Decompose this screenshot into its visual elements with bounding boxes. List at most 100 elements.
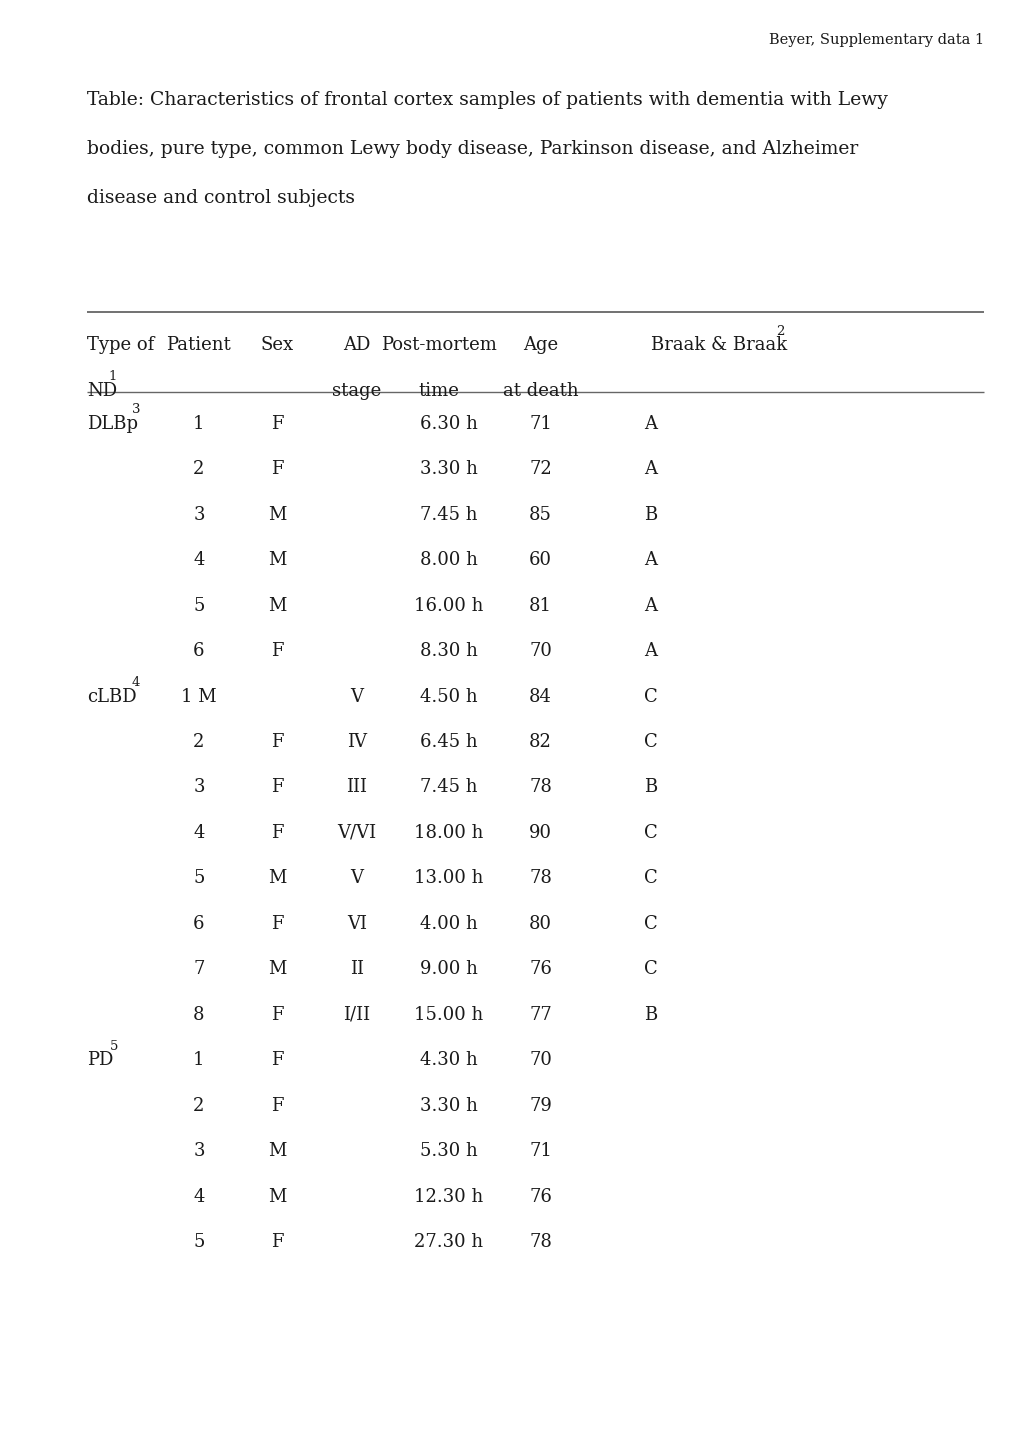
Text: 5.30 h: 5.30 h <box>420 1143 477 1160</box>
Text: 78: 78 <box>529 869 551 887</box>
Text: 79: 79 <box>529 1097 551 1114</box>
Text: 1 M: 1 M <box>181 687 216 706</box>
Text: 6: 6 <box>193 642 205 659</box>
Text: 72: 72 <box>529 460 551 478</box>
Text: A: A <box>644 416 656 433</box>
Text: M: M <box>268 1188 286 1205</box>
Text: F: F <box>271 1051 283 1069</box>
Text: 15.00 h: 15.00 h <box>414 1006 483 1023</box>
Text: F: F <box>271 733 283 750</box>
Text: 27.30 h: 27.30 h <box>414 1232 483 1251</box>
Text: M: M <box>268 961 286 978</box>
Text: 4.30 h: 4.30 h <box>420 1051 477 1069</box>
Text: 3: 3 <box>131 403 140 417</box>
Text: disease and control subjects: disease and control subjects <box>87 189 355 206</box>
Text: 77: 77 <box>529 1006 551 1023</box>
Text: 4: 4 <box>193 551 205 569</box>
Text: 78: 78 <box>529 1232 551 1251</box>
Text: at death: at death <box>502 381 578 400</box>
Text: AD: AD <box>343 336 370 354</box>
Text: 1: 1 <box>108 369 116 384</box>
Text: 7.45 h: 7.45 h <box>420 778 477 797</box>
Text: 5: 5 <box>193 597 205 615</box>
Text: I/II: I/II <box>343 1006 370 1023</box>
Text: 5: 5 <box>110 1039 118 1053</box>
Text: 60: 60 <box>529 551 551 569</box>
Text: C: C <box>643 687 657 706</box>
Text: B: B <box>644 1006 656 1023</box>
Text: F: F <box>271 824 283 841</box>
Text: 12.30 h: 12.30 h <box>414 1188 483 1205</box>
Text: Patient: Patient <box>166 336 231 354</box>
Text: 2: 2 <box>775 325 784 338</box>
Text: Type of: Type of <box>87 336 154 354</box>
Text: 8.30 h: 8.30 h <box>420 642 477 659</box>
Text: 6.45 h: 6.45 h <box>420 733 477 750</box>
Text: F: F <box>271 416 283 433</box>
Text: 6.30 h: 6.30 h <box>420 416 477 433</box>
Text: 18.00 h: 18.00 h <box>414 824 483 841</box>
Text: IV: IV <box>346 733 367 750</box>
Text: 5: 5 <box>193 869 205 887</box>
Text: 3.30 h: 3.30 h <box>420 460 477 478</box>
Text: 1: 1 <box>193 416 205 433</box>
Text: 71: 71 <box>529 416 551 433</box>
Text: 4: 4 <box>193 824 205 841</box>
Text: B: B <box>644 506 656 524</box>
Text: M: M <box>268 869 286 887</box>
Text: C: C <box>643 733 657 750</box>
Text: 3: 3 <box>193 1143 205 1160</box>
Text: F: F <box>271 1232 283 1251</box>
Text: 2: 2 <box>193 460 205 478</box>
Text: bodies, pure type, common Lewy body disease, Parkinson disease, and Alzheimer: bodies, pure type, common Lewy body dise… <box>87 140 857 157</box>
Text: 8: 8 <box>193 1006 205 1023</box>
Text: C: C <box>643 915 657 932</box>
Text: PD: PD <box>87 1051 113 1069</box>
Text: 8.00 h: 8.00 h <box>420 551 477 569</box>
Text: F: F <box>271 460 283 478</box>
Text: 81: 81 <box>529 597 551 615</box>
Text: 71: 71 <box>529 1143 551 1160</box>
Text: 13.00 h: 13.00 h <box>414 869 483 887</box>
Text: V: V <box>351 687 363 706</box>
Text: 4.50 h: 4.50 h <box>420 687 477 706</box>
Text: A: A <box>644 460 656 478</box>
Text: 3: 3 <box>193 506 205 524</box>
Text: 7.45 h: 7.45 h <box>420 506 477 524</box>
Text: 1: 1 <box>193 1051 205 1069</box>
Text: DLBp: DLBp <box>87 416 138 433</box>
Text: C: C <box>643 961 657 978</box>
Text: 4: 4 <box>131 675 140 690</box>
Text: Post-mortem: Post-mortem <box>380 336 496 354</box>
Text: II: II <box>350 961 364 978</box>
Text: Table: Characteristics of frontal cortex samples of patients with dementia with : Table: Characteristics of frontal cortex… <box>87 91 887 108</box>
Text: cLBD: cLBD <box>87 687 137 706</box>
Text: A: A <box>644 642 656 659</box>
Text: 85: 85 <box>529 506 551 524</box>
Text: F: F <box>271 1097 283 1114</box>
Text: 78: 78 <box>529 778 551 797</box>
Text: 7: 7 <box>193 961 205 978</box>
Text: C: C <box>643 824 657 841</box>
Text: Age: Age <box>523 336 557 354</box>
Text: M: M <box>268 597 286 615</box>
Text: III: III <box>346 778 367 797</box>
Text: 70: 70 <box>529 1051 551 1069</box>
Text: Beyer, Supplementary data 1: Beyer, Supplementary data 1 <box>768 33 983 48</box>
Text: F: F <box>271 1006 283 1023</box>
Text: A: A <box>644 551 656 569</box>
Text: B: B <box>644 778 656 797</box>
Text: V/VI: V/VI <box>337 824 376 841</box>
Text: Sex: Sex <box>261 336 293 354</box>
Text: 4.00 h: 4.00 h <box>420 915 477 932</box>
Text: 82: 82 <box>529 733 551 750</box>
Text: 4: 4 <box>193 1188 205 1205</box>
Text: C: C <box>643 869 657 887</box>
Text: A: A <box>644 597 656 615</box>
Text: M: M <box>268 506 286 524</box>
Text: 90: 90 <box>529 824 551 841</box>
Text: V: V <box>351 869 363 887</box>
Text: 80: 80 <box>529 915 551 932</box>
Text: VI: VI <box>346 915 367 932</box>
Text: 3: 3 <box>193 778 205 797</box>
